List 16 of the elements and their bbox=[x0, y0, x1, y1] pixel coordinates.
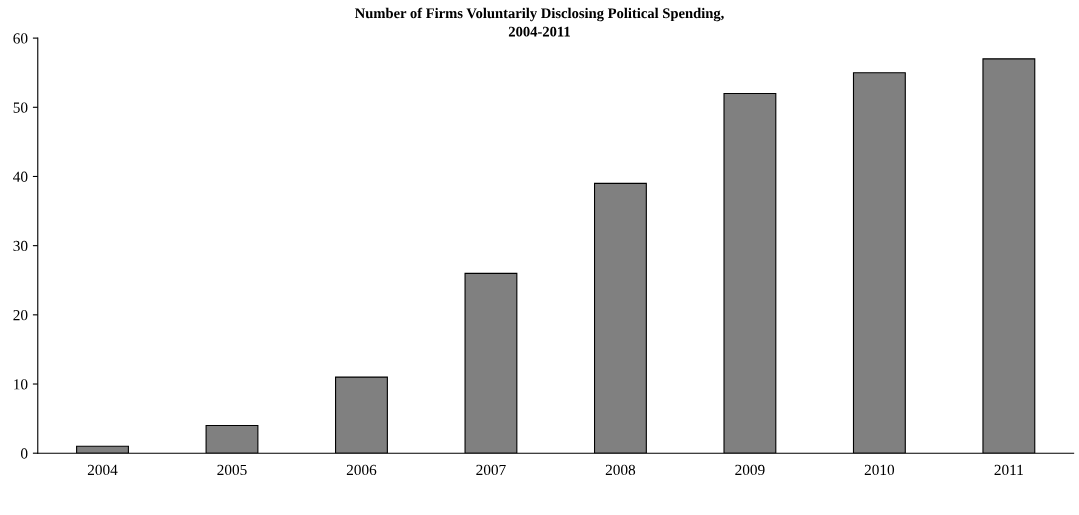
x-tick-label: 2004 bbox=[87, 464, 118, 476]
y-tick-label: 40 bbox=[13, 171, 28, 182]
x-tick-label: 2011 bbox=[994, 464, 1023, 476]
x-tick-label: 2005 bbox=[217, 464, 247, 476]
y-tick-label: 10 bbox=[14, 379, 28, 390]
x-tick-label: 2007 bbox=[476, 464, 506, 476]
y-tick-label: 50 bbox=[13, 102, 28, 113]
y-tick-label: 30 bbox=[13, 240, 28, 252]
x-tick-label: 2010 bbox=[864, 464, 895, 476]
x-tick-label: 2006 bbox=[346, 464, 377, 476]
y-tick-label: 60 bbox=[13, 33, 28, 44]
x-tick-label: 2009 bbox=[735, 464, 765, 476]
y-tick-label: 20 bbox=[13, 309, 28, 321]
x-tick-label: 2008 bbox=[605, 464, 636, 476]
chart-title: Number of Firms Voluntarily Disclosing Political Spending, 2004-2011 bbox=[354, 7, 724, 37]
y-tick-label: 0 bbox=[20, 448, 28, 459]
